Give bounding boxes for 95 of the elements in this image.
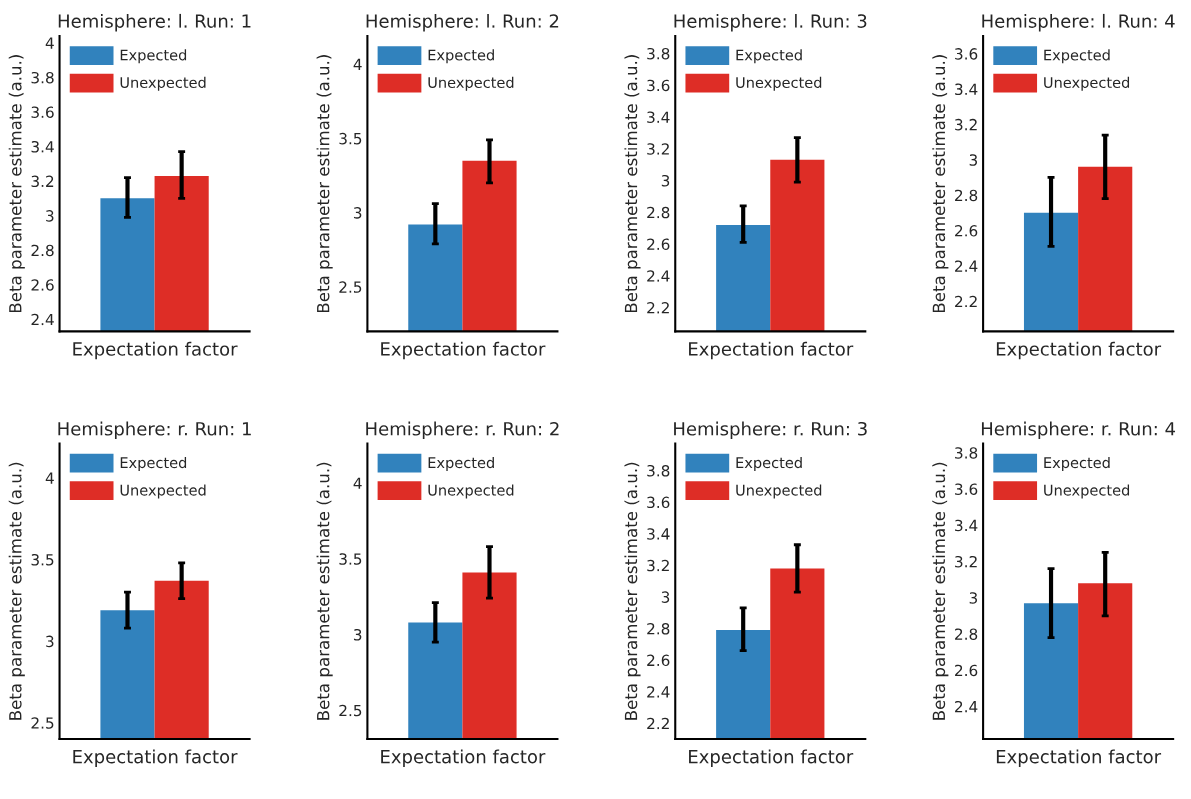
y-tick-label: 3.2 [647,559,669,572]
y-tick-label: 3 [46,210,54,222]
y-axis-title: Beta parameter estimate (a.u.) [8,462,25,720]
y-tick-label: 2.5 [339,281,362,293]
y-tick-label: 3 [353,629,362,641]
y-tick-label: 2.6 [955,664,978,677]
y-tick-label: 3.5 [339,132,362,145]
y-tick-label: 3.4 [955,83,978,96]
legend-label: Unexpected [736,76,822,91]
x-axis-title: Expectation factor [381,341,546,360]
x-axis-title: Expectation factor [996,341,1162,360]
legend-label: Unexpected [120,76,206,91]
y-tick-label: 3.6 [31,106,54,118]
y-tick-label: 3.6 [647,79,670,92]
x-axis-title: Expectation factor [689,749,854,767]
y-axis-title: Beta parameter estimate (a.u.) [624,462,641,720]
y-axis-title: Beta parameter estimate (a.u.) [932,55,949,313]
x-axis-title: Expectation factor [73,341,238,360]
y-tick-label: 2.4 [31,313,54,326]
x-axis-title: Expectation factor [73,749,238,767]
y-tick-label: 3.6 [955,483,978,495]
y-tick-label: 2.2 [647,717,669,730]
chart-title: Hemisphere: r. Run: 4 [981,421,1176,440]
y-tick-label: 2.8 [647,622,670,635]
y-tick-label: 2.6 [31,279,54,291]
y-tick-label: 2.4 [955,260,978,272]
y-tick-label: 3.8 [647,47,670,60]
legend-label: Expected [428,456,494,472]
legend-label: Expected [1044,456,1110,472]
y-tick-label: 3.4 [955,519,978,532]
y-tick-label: 3.5 [339,553,362,565]
legend-label: Expected [736,456,802,472]
y-tick-label: 3 [969,154,978,166]
y-tick-label: 3.2 [31,175,54,188]
y-axis-title: Beta parameter estimate (a.u.) [624,55,641,313]
chart-title: Hemisphere: r. Run: 2 [366,421,559,440]
y-tick-label: 2.8 [31,244,54,257]
chart-title: Hemisphere: l. Run: 2 [366,13,559,32]
y-tick-label: 4 [353,58,362,70]
legend-label: Expected [736,49,802,64]
y-tick-label: 3.6 [955,48,978,60]
y-tick-label: 3 [353,207,362,219]
chart-title: Hemisphere: r. Run: 1 [58,421,251,440]
y-tick-label: 2.8 [647,206,670,219]
y-tick-label: 2.6 [647,654,670,667]
y-tick-label: 2.6 [647,238,670,251]
y-tick-label: 2.6 [955,225,978,237]
legend-label: Unexpected [1044,76,1130,91]
y-tick-label: 3.5 [31,554,54,566]
y-tick-label: 3.2 [955,118,977,131]
y-tick-label: 3.4 [647,111,670,123]
legend-label: Expected [1044,49,1110,64]
chart-title: Hemisphere: r. Run: 3 [674,421,867,440]
x-axis-title: Expectation factor [381,749,546,767]
legend-label: Unexpected [428,76,514,91]
y-tick-label: 3 [969,592,978,604]
legend-label: Unexpected [428,484,514,499]
y-tick-label: 3.8 [647,464,670,477]
y-tick-label: 2.4 [647,686,670,698]
y-tick-label: 2.8 [955,628,978,640]
y-axis-title: Beta parameter estimate (a.u.) [8,55,25,313]
y-tick-label: 3 [661,591,670,603]
y-tick-label: 3.4 [31,140,54,153]
x-axis-title: Expectation factor [689,341,854,360]
y-tick-label: 3.4 [647,528,670,540]
y-tick-label: 3.8 [955,447,978,459]
y-tick-label: 2.4 [955,700,978,713]
y-tick-label: 3 [661,174,670,187]
x-axis-title: Expectation factor [996,749,1162,767]
y-axis-title: Beta parameter estimate (a.u.) [932,462,949,720]
y-axis-title: Beta parameter estimate (a.u.) [316,462,333,720]
chart-title: Hemisphere: l. Run: 1 [58,13,251,32]
legend-label: Unexpected [120,484,206,499]
y-tick-label: 2.2 [955,295,977,308]
y-axis-title: Beta parameter estimate (a.u.) [316,55,333,313]
y-tick-label: 3.8 [31,71,54,84]
legend-label: Expected [428,49,494,64]
legend-label: Unexpected [1044,484,1130,499]
y-tick-label: 4 [45,472,54,484]
chart-title: Hemisphere: l. Run: 3 [674,13,867,32]
y-tick-label: 3 [46,635,54,648]
y-tick-label: 2.5 [339,704,362,717]
y-tick-label: 3.2 [647,143,669,155]
y-tick-label: 3.6 [647,496,670,509]
y-tick-label: 2.8 [955,189,978,202]
y-tick-label: 3.2 [955,555,977,568]
legend-label: Expected [120,49,187,64]
legend-label: Unexpected [736,484,822,499]
y-tick-label: 2.5 [31,717,54,729]
y-tick-label: 2.2 [647,302,669,314]
y-tick-label: 2.4 [647,270,670,282]
chart-title: Hemisphere: l. Run: 4 [982,13,1175,32]
y-tick-label: 4 [45,37,54,49]
y-tick-label: 4 [353,477,362,489]
legend-label: Expected [120,456,187,472]
